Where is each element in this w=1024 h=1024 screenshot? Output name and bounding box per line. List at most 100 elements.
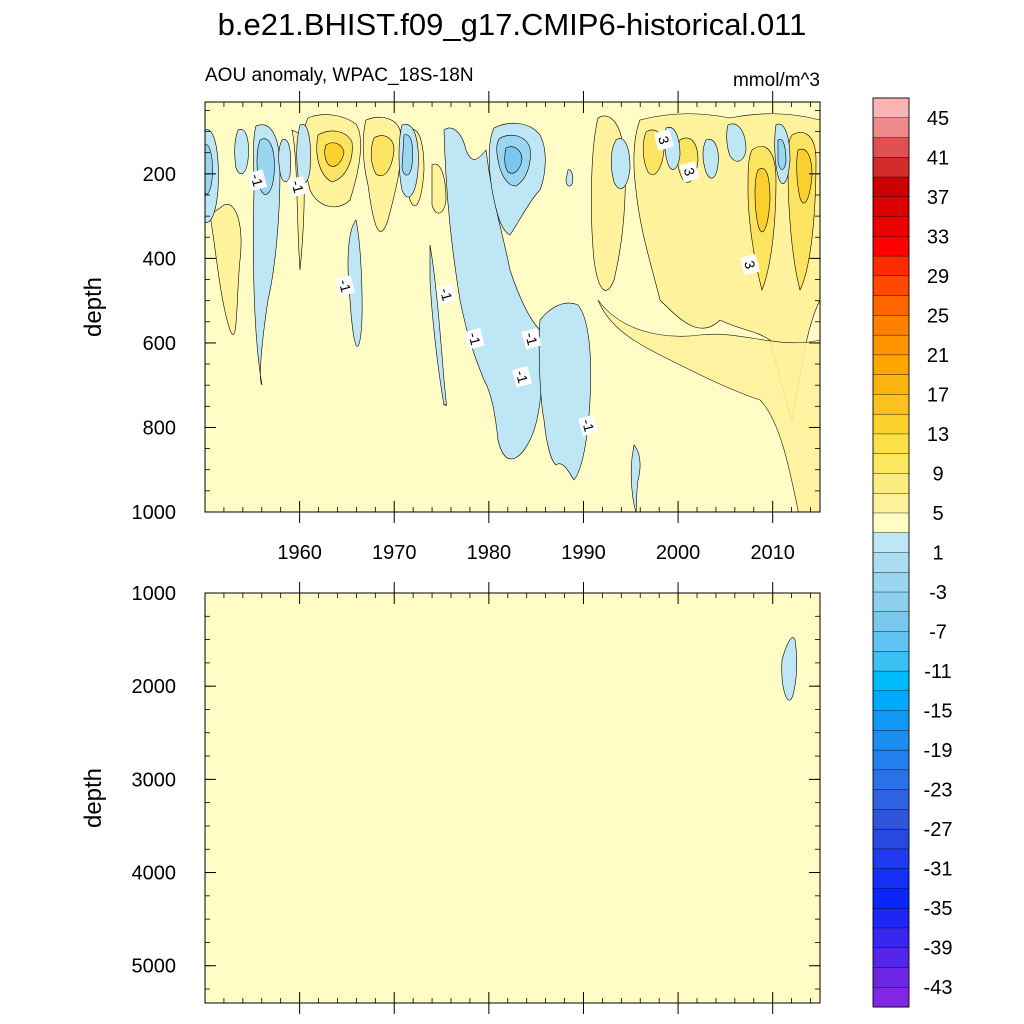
bottom-ylabel: depth (80, 768, 107, 828)
colorbar-swatch (872, 828, 910, 850)
colorbar-swatch (872, 473, 910, 494)
top-subtitle-left: AOU anomaly, WPAC_18S-18N (205, 65, 474, 86)
contour-label-box (334, 275, 356, 297)
top-contour-field (205, 113, 820, 512)
pos-region (754, 168, 771, 232)
colorbar-swatch (872, 137, 910, 158)
colorbar-swatch (872, 334, 910, 356)
contour-label-text: -1 (513, 369, 532, 385)
contour-label-box (679, 160, 700, 183)
top-xticks: 1960 1970 1980 1990 2000 2010 (204, 91, 811, 564)
top-yticks: 200 400 600 800 1000 (132, 110, 820, 524)
colorbar-label: 29 (927, 266, 949, 288)
colorbar-swatch (872, 809, 910, 830)
contour-label: -1 (511, 365, 533, 388)
colorbar-label: -3 (929, 582, 947, 604)
neg-region (429, 244, 447, 407)
colorbar-swatch (872, 631, 910, 652)
neg-region (630, 444, 641, 512)
contour-label-text: -1 (579, 417, 598, 433)
colorbar-label: 13 (927, 424, 949, 446)
colorbar-swatch (872, 670, 910, 692)
neg-region (347, 219, 363, 347)
colorbar-swatch (872, 730, 910, 751)
colorbar-swatch (872, 967, 910, 988)
colorbar-swatch (872, 512, 910, 534)
colorbar-swatch (872, 907, 910, 929)
y-tick-label: 1000 (132, 502, 177, 524)
pos-region (431, 163, 447, 214)
colorbar-swatch (872, 295, 910, 316)
contour-label-box (464, 327, 485, 350)
colorbar-label: 9 (932, 463, 943, 485)
contour-label-box (287, 175, 308, 198)
colorbar-label: 21 (927, 345, 949, 367)
contour-label-box (653, 129, 674, 151)
neg-region (234, 129, 249, 175)
contour-label-box (511, 365, 533, 388)
pos-region (796, 148, 813, 204)
contour-label-text: -1 (437, 286, 456, 302)
x-tick-label: 2010 (750, 542, 795, 564)
colorbar-swatch (872, 413, 910, 435)
pos-region (324, 142, 345, 167)
contour-label: -1 (578, 414, 599, 437)
colorbar-swatch (872, 848, 910, 870)
colorbar-swatch (872, 255, 910, 277)
contour-label-text: -1 (336, 278, 355, 294)
bottom-plot-frame (204, 592, 821, 1004)
contour-label-box (739, 253, 761, 276)
top-ylabel: depth (80, 277, 107, 337)
y-tick-label: 1000 (132, 583, 177, 605)
contour-label-text: 3 (741, 259, 759, 271)
y-tick-label: 5000 (132, 956, 177, 978)
colorbar-swatch (872, 433, 910, 455)
contour-label: -1 (246, 169, 268, 191)
x-tick-label: 1960 (277, 542, 322, 564)
colorbar-label: -43 (924, 977, 953, 999)
top-subtitle-right: mmol/m^3 (733, 70, 820, 91)
colorbar-swatch (872, 611, 910, 633)
y-tick-label: 800 (143, 417, 176, 439)
y-tick-label: 2000 (132, 676, 177, 698)
contour-label-text: 3 (655, 134, 673, 146)
contour-label: -1 (334, 275, 356, 297)
pos-region (370, 135, 395, 176)
colorbar-label: 41 (927, 147, 949, 169)
x-tick-label: 2000 (656, 542, 701, 564)
colorbar-swatch (872, 868, 910, 889)
colorbar-swatch (872, 769, 910, 791)
colorbar-swatch (872, 749, 910, 771)
top-panel: -1 -1 -1 -1 -1 -1 -1 -1 3 3 3 200 400 600 800 1000 196… (80, 91, 821, 564)
contour-label: -1 (521, 327, 542, 350)
neg-region (538, 302, 591, 481)
colorbar-label: -35 (924, 898, 953, 920)
colorbar-swatch (872, 374, 910, 395)
pos-region (597, 299, 820, 512)
neg-region (401, 134, 414, 176)
colorbar-label: 1 (932, 543, 943, 565)
colorbar-swatch (872, 927, 910, 949)
colorbar-label: -27 (924, 819, 953, 841)
contour-label: -1 (287, 175, 308, 198)
y-tick-label: 400 (143, 248, 176, 270)
contour-label-text: -1 (288, 178, 307, 194)
contour-label-text: -1 (522, 331, 541, 347)
colorbar-label: 33 (927, 226, 949, 248)
neg-region (610, 138, 631, 189)
colorbar-label: 5 (932, 503, 943, 525)
figure-title: b.e21.BHIST.f09_g17.CMIP6-historical.011 (218, 7, 807, 42)
neg-region (702, 138, 719, 179)
colorbar-label: 25 (927, 305, 949, 327)
contour-label-box (436, 283, 457, 306)
top-contour-labels: -1 -1 -1 -1 -1 -1 -1 -1 3 3 3 (246, 129, 761, 437)
colorbar-swatch (872, 216, 910, 237)
colorbar-swatch (872, 710, 910, 731)
neg-region (296, 123, 311, 184)
y-tick-label: 200 (143, 164, 176, 186)
colorbar-label: 37 (927, 187, 949, 209)
x-tick-label: 1970 (372, 542, 417, 564)
neg-region (278, 139, 292, 183)
colorbar-swatch (872, 354, 910, 376)
